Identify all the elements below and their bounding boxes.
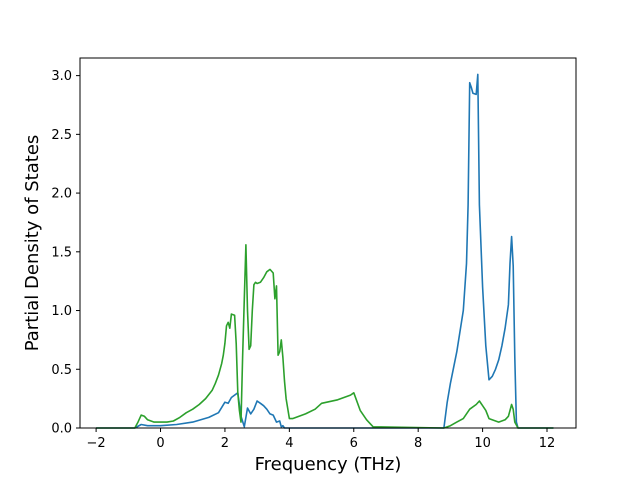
- x-tick-label: 12: [539, 436, 556, 451]
- x-tick-label: 6: [350, 436, 358, 451]
- x-tick-label: 0: [156, 436, 164, 451]
- y-tick-label: 2.5: [51, 128, 72, 143]
- y-tick-label: 0.0: [51, 422, 72, 437]
- x-tick-label: 4: [285, 436, 293, 451]
- y-tick-label: 2.0: [51, 187, 72, 202]
- y-tick-label: 3.0: [51, 69, 72, 84]
- x-tick-label: 2: [221, 436, 229, 451]
- series-layer: [96, 73, 554, 429]
- y-tick-label: 1.5: [51, 245, 72, 260]
- series-line-1: [96, 73, 554, 429]
- y-axis-ticks: 0.0 0.5 1.0 1.5 2.0 2.5 3.0: [51, 69, 80, 437]
- x-tick-label: 10: [474, 436, 491, 451]
- y-axis-label: Partial Density of States: [22, 135, 43, 352]
- x-axis-ticks: −2 0 2 4 6 8 10 12: [87, 428, 556, 451]
- y-tick-label: 0.5: [51, 363, 72, 378]
- x-tick-label: 8: [414, 436, 422, 451]
- y-tick-label: 1.0: [51, 304, 72, 319]
- plot-area-frame: [79, 57, 577, 429]
- x-tick-label: −2: [87, 436, 106, 451]
- series-line-2: [96, 244, 554, 429]
- x-axis-label: Frequency (THz): [255, 454, 402, 475]
